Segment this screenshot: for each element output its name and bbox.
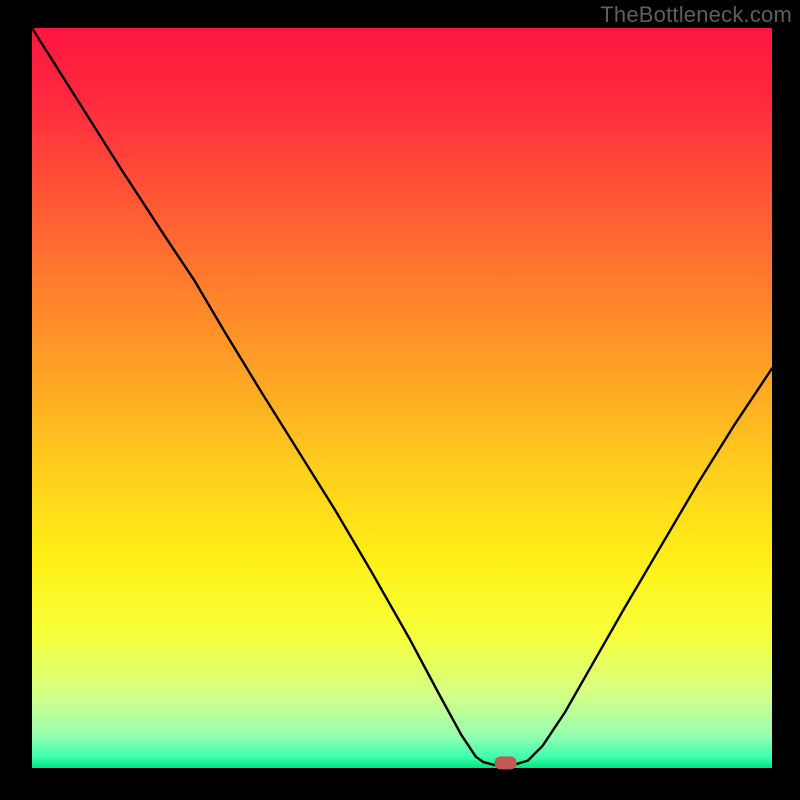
bottleneck-chart [0, 0, 800, 800]
watermark-text: TheBottleneck.com [600, 2, 792, 28]
optimal-marker [495, 756, 517, 769]
chart-container: TheBottleneck.com [0, 0, 800, 800]
plot-background [32, 28, 772, 768]
